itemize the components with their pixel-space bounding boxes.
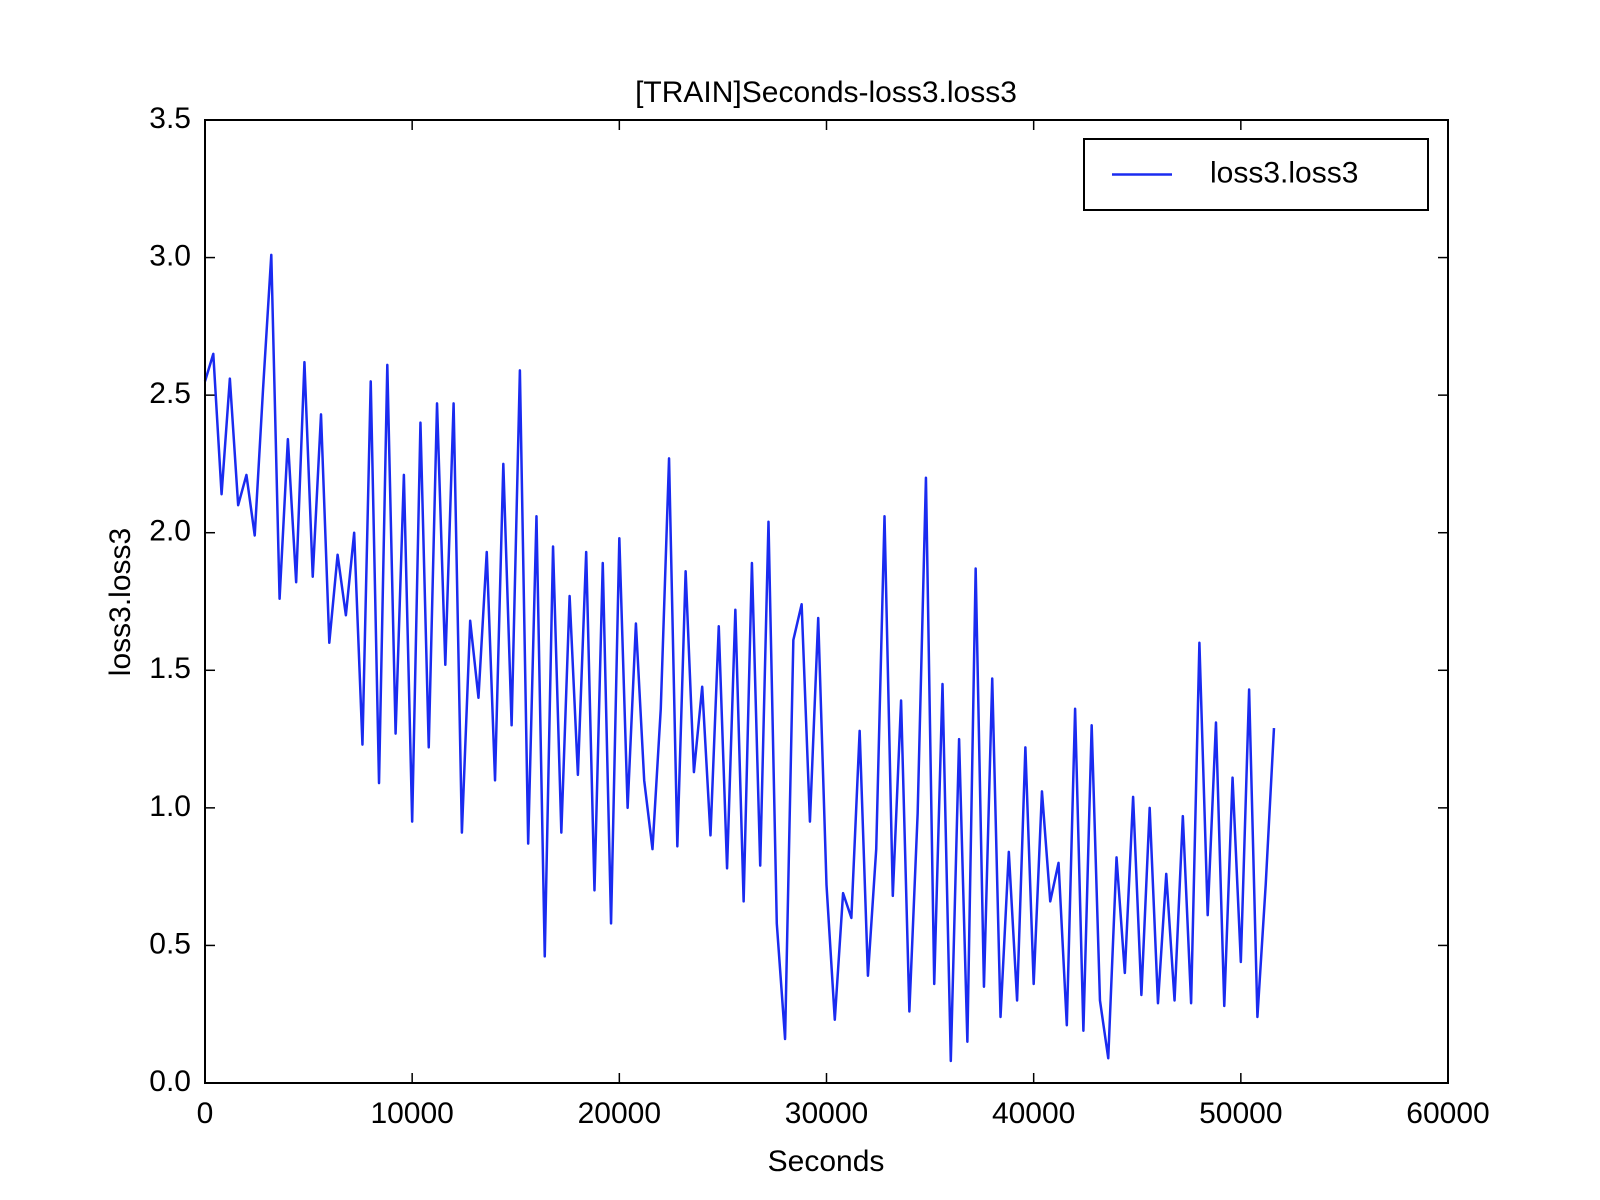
x-tick-label: 10000 <box>370 1097 453 1130</box>
y-axis-label: loss3.loss3 <box>104 528 137 676</box>
y-tick-label: 3.5 <box>149 102 191 135</box>
x-tick-label: 50000 <box>1199 1097 1282 1130</box>
x-tick-label: 60000 <box>1406 1097 1489 1130</box>
plot-frame <box>204 119 1449 1084</box>
x-axis-label: Seconds <box>768 1145 885 1178</box>
data-line <box>203 253 1276 1063</box>
y-tick-label: 3.0 <box>149 239 191 272</box>
y-tick-label: 0.0 <box>149 1065 191 1098</box>
x-tick-label: 30000 <box>785 1097 868 1130</box>
y-tick-label: 0.5 <box>149 927 191 960</box>
y-tick-label: 1.5 <box>149 652 191 685</box>
x-tick-label: 40000 <box>992 1097 1075 1130</box>
x-tick-label: 20000 <box>578 1097 661 1130</box>
x-tick-label: 0 <box>197 1097 214 1130</box>
y-tick-label: 1.0 <box>149 790 191 823</box>
legend-label: loss3.loss3 <box>1210 156 1358 189</box>
y-tick-label: 2.5 <box>149 377 191 410</box>
y-tick-label: 2.0 <box>149 515 191 548</box>
chart-title: [TRAIN]Seconds-loss3.loss3 <box>635 76 1017 109</box>
